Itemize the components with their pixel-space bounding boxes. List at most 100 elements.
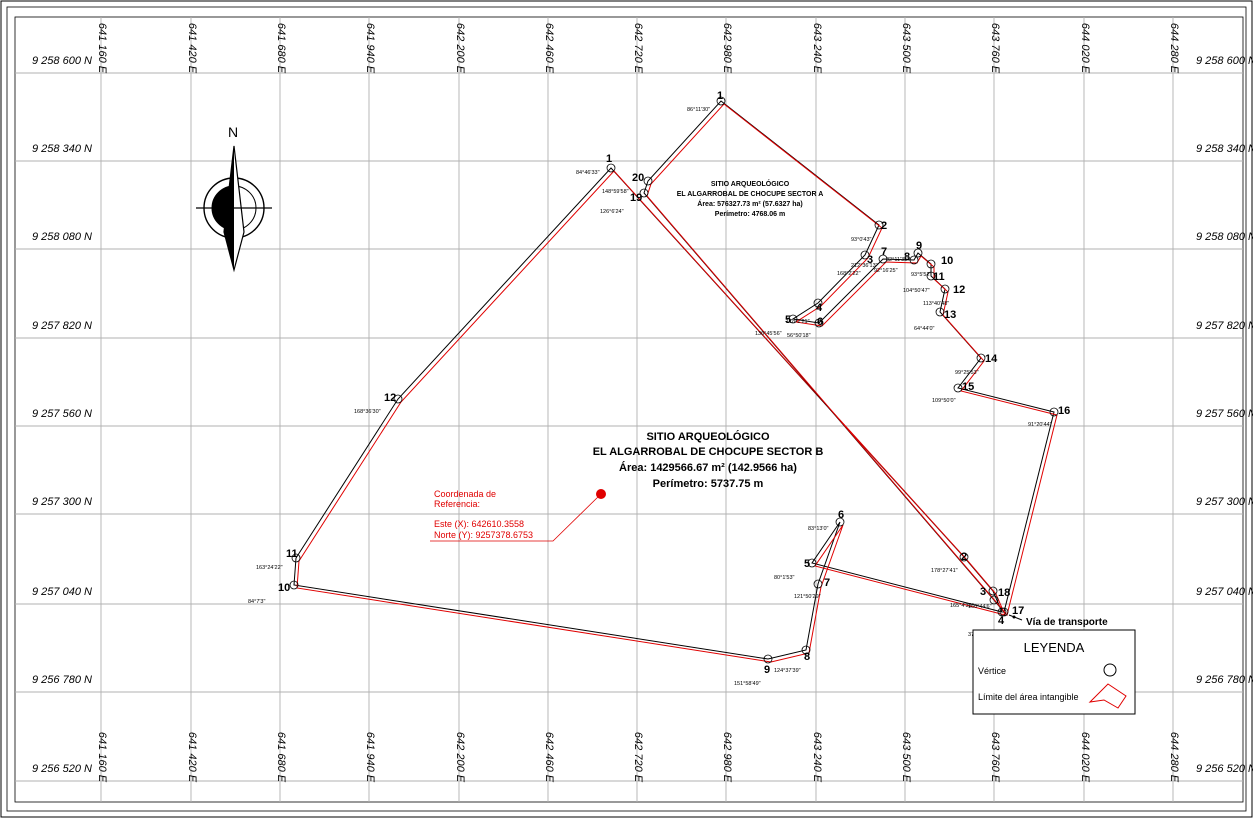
sector-a-vertex-angle: 160°44'6" [968, 604, 992, 610]
northing-label-left: 9 258 080 N [32, 231, 92, 243]
northing-label-left: 9 258 340 N [32, 143, 92, 155]
northing-label-right: 9 258 600 N [1196, 55, 1253, 67]
sector-b-vertex-angle: 165°4'32" [950, 603, 974, 609]
sector-b-vertex-label: 10 [278, 582, 290, 594]
sector-a-vertex-label: 7 [881, 246, 887, 258]
easting-label: 641 680 E [275, 23, 287, 74]
sector-a-perimeter: Perímetro: 4768.06 m [715, 211, 785, 218]
sector-a-title-line2: EL ALGARROBAL DE CHOCUPE SECTOR A [677, 191, 824, 198]
sector-a-vertex-angle: 93°0'43" [851, 237, 872, 243]
sector-a-vertex-label: 15 [962, 381, 974, 393]
easting-label: 641 420 E [186, 23, 198, 74]
easting-label: 642 460 E [543, 732, 555, 783]
sector-b-vertices: 184°46'33"2178°27'41"3165°4'32"437°36'36… [248, 153, 1007, 687]
easting-label: 641 680 E [275, 732, 287, 783]
sector-b-vertex-marker [291, 553, 301, 563]
sector-b-title-line1: SITIO ARQUEOLÓGICO [646, 430, 769, 443]
easting-label: 641 160 E [96, 23, 108, 74]
easting-label: 642 980 E [721, 732, 733, 783]
sector-b-title-line2: EL ALGARROBAL DE CHOCUPE SECTOR B [593, 446, 824, 458]
sector-a-vertex-angle: 178°2'21" [786, 319, 810, 325]
easting-label: 642 200 E [454, 23, 466, 74]
vertex-symbol-icon [1103, 663, 1117, 677]
sector-a-vertex-label: 16 [1058, 405, 1070, 417]
sector-b-perimeter: Perímetro: 5737.75 m [653, 478, 764, 490]
sector-b-vertex-marker [763, 654, 773, 664]
sector-a-vertex-label: 11 [933, 271, 945, 283]
sector-a-vertex-angle: 212°36'13" [851, 263, 878, 269]
sector-a-vertex-angle: 113°40'48" [923, 301, 949, 307]
northing-label-right: 9 257 560 N [1196, 408, 1253, 420]
easting-label: 643 240 E [811, 732, 823, 783]
easting-label: 644 020 E [1079, 732, 1091, 783]
easting-label: 644 280 E [1168, 732, 1180, 783]
easting-label: 643 760 E [989, 23, 1001, 74]
sector-a-vertices: 186°11'30"293°0'43"3168°2'22"4178°2'21"5… [600, 90, 1070, 617]
northing-label-left: 9 257 300 N [32, 496, 92, 508]
sector-a-vertex-marker [643, 176, 653, 186]
grid-coordinate-labels: 641 160 E 641 160 E 641 420 E 641 420 E 641 … [32, 23, 1253, 783]
sector-a-vertex-angle: 99°25'53" [955, 370, 979, 376]
sector-a-vertex-label: 8 [904, 251, 910, 263]
sector-b-vertex-marker [997, 607, 1007, 617]
sector-b-vertex-marker [289, 580, 299, 590]
easting-label: 644 020 E [1079, 23, 1091, 74]
easting-label: 643 760 E [989, 732, 1001, 783]
sector-a-vertex-angle: 93°5'52" [911, 272, 932, 278]
sector-a-vertex-angle: 91°20'44" [1028, 422, 1052, 428]
northing-label-left: 9 257 560 N [32, 408, 92, 420]
map-frame [14, 16, 1244, 803]
sector-a-area: Área: 576327.73 m² (57.6327 ha) [697, 199, 802, 208]
sector-a-vertex-marker [874, 220, 884, 230]
sector-a-vertex-marker [878, 254, 888, 264]
sector-a-vertex-label: 1 [717, 90, 723, 102]
sector-a-vertex-marker [1049, 407, 1059, 417]
sector-b-vertex-angle: 178°27'41" [931, 568, 958, 574]
easting-label: 642 460 E [543, 23, 555, 74]
easting-label: 643 240 E [811, 23, 823, 74]
sector-a-vertex-marker [913, 248, 923, 258]
sector-b-vertex-angle: 121°50'29" [794, 594, 821, 600]
easting-label: 641 940 E [364, 732, 376, 783]
sector-a-vertex-angle: 168°2'22" [837, 271, 861, 277]
sector-b-vertex-label: 4 [998, 615, 1005, 627]
sector-b-vertex-angle: 84°46'33" [576, 170, 600, 176]
sector-b-vertex-angle: 168°36'30" [354, 409, 381, 415]
easting-label: 642 200 E [454, 732, 466, 783]
northing-label-right: 9 257 300 N [1196, 496, 1253, 508]
sector-b-vertex-label: 3 [980, 586, 986, 598]
sector-b-vertex-angle: 163°24'22" [256, 565, 283, 571]
easting-label: 643 500 E [900, 23, 912, 74]
easting-label: 642 720 E [632, 732, 644, 783]
easting-label: 641 420 E [186, 732, 198, 783]
north-label: N [228, 124, 238, 140]
northing-label-left: 9 257 820 N [32, 320, 92, 332]
road-label: Vía de transporte [1026, 617, 1108, 628]
sector-a-vertex-marker [989, 595, 999, 605]
sector-b-vertex-angle: 80°1'53" [774, 575, 795, 581]
legend-limit-label: Límite del área intangible [978, 692, 1079, 702]
sector-a-vertex-label: 13 [944, 309, 956, 321]
sector-b-vertex-label: 7 [824, 577, 830, 589]
sector-a-vertex-marker [909, 255, 919, 265]
easting-label: 643 500 E [900, 732, 912, 783]
sector-a-title: SITIO ARQUEOLÓGICO EL ALGARROBAL DE CHOC… [677, 179, 824, 218]
sector-a-vertex-label: 20 [632, 172, 644, 184]
sector-a-vertex-angle: 104°50'47" [903, 288, 930, 294]
sector-a-vertex-marker [860, 250, 870, 260]
sector-a-vertex-label: 2 [881, 220, 887, 232]
sector-b-area: Área: 1429566.67 m² (142.9566 ha) [619, 461, 797, 474]
sector-a-vertex-angle: 64°44'0" [914, 326, 935, 332]
easting-label: 642 720 E [632, 23, 644, 74]
sector-a-vertex-angle: 86°11'30" [687, 107, 710, 113]
boundary-symbol-icon [1088, 683, 1127, 709]
legend: LEYENDA Vértice Límite del área intangib… [972, 629, 1136, 715]
sector-a-vertex-label: 5 [785, 314, 791, 326]
northing-label-right: 9 256 520 N [1196, 763, 1253, 775]
sector-a-vertex-marker [814, 318, 824, 328]
reference-line1: Coordenada de [434, 489, 496, 499]
sector-a-vertex-label: 3 [867, 254, 873, 266]
northing-label-right: 9 256 780 N [1196, 674, 1253, 686]
sector-b-vertex-label: 2 [961, 551, 967, 563]
